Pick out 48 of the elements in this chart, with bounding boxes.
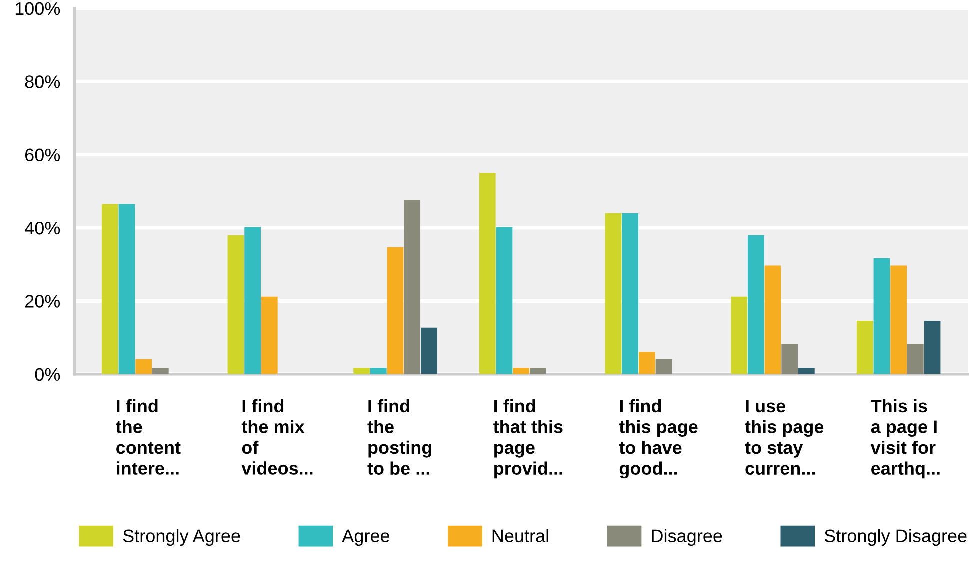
bar (638, 352, 656, 374)
bar (370, 368, 387, 374)
bar (798, 368, 815, 374)
legend-label: Disagree (652, 529, 722, 546)
bar (136, 359, 152, 374)
bar (404, 200, 421, 374)
bar (731, 296, 748, 374)
bar (890, 266, 907, 374)
y-tick-label: 80% (25, 76, 60, 88)
bar (656, 359, 672, 374)
bar (764, 266, 782, 374)
x-tick-label: I use this page to stay curren... (745, 400, 824, 476)
x-tick-label: I find the content intere... (116, 399, 181, 475)
legend-label: Agree (342, 530, 390, 546)
bar (496, 227, 513, 374)
bar (530, 368, 546, 374)
legend-label: Strongly Disagree (824, 529, 967, 546)
bar (354, 368, 370, 374)
x-tick-label: This is a page I visit for earthq... (870, 399, 940, 479)
y-tick-label: 100% (16, 2, 60, 16)
bar (118, 204, 136, 374)
bar (782, 344, 798, 374)
bar (907, 344, 924, 374)
legend-label: Strongly Agree (123, 529, 240, 546)
x-tick-label: I find the mix of videos... (242, 399, 313, 475)
bar (228, 235, 244, 374)
bar (513, 368, 530, 374)
bar (387, 247, 404, 374)
x-tick-label: I find that this page provid... (494, 399, 563, 479)
bar (152, 368, 169, 374)
bar (748, 235, 764, 374)
x-tick-label: I find this page to have good... (619, 399, 698, 479)
bar (874, 258, 890, 374)
bar (479, 173, 496, 374)
bar (856, 320, 874, 374)
legend-label: Neutral (492, 529, 548, 543)
y-tick-label: 0% (35, 368, 60, 382)
bar (605, 213, 622, 374)
bar (622, 213, 638, 374)
bar (102, 204, 118, 374)
bar (924, 320, 941, 374)
y-tick-label: 40% (25, 222, 60, 235)
x-tick-label: I find the posting to be ... (368, 399, 432, 476)
bar (421, 328, 438, 374)
bar (261, 296, 278, 374)
bar (244, 227, 261, 374)
y-tick-label: 60% (26, 148, 60, 162)
y-tick-label: 20% (25, 295, 60, 308)
